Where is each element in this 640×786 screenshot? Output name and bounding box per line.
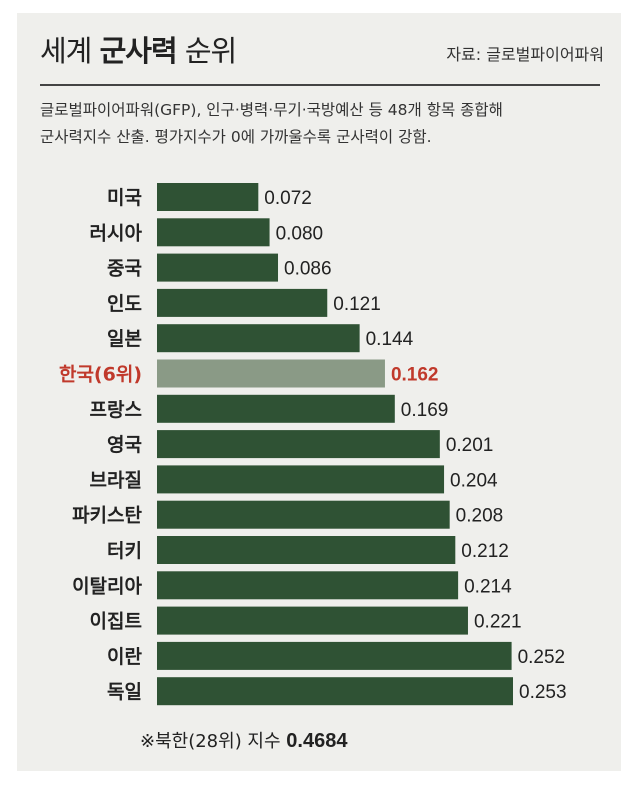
category-label: 프랑스 xyxy=(90,399,142,421)
category-label: 파키스탄 xyxy=(72,505,142,527)
bar xyxy=(157,183,259,211)
description-line-2: 군사력지수 산출. 평가지수가 0에 가까울수록 군사력이 강함. xyxy=(40,128,432,146)
category-label: 중국 xyxy=(107,258,142,280)
category-label: 이란 xyxy=(107,646,142,668)
title-prefix: 세계 xyxy=(40,34,100,68)
bar xyxy=(157,430,440,459)
title-bold: 군사력 xyxy=(99,34,178,68)
category-label: 독일 xyxy=(107,681,142,703)
description-line-1: 글로벌파이어파워(GFP), 인구·병력·무기·국방예산 등 48개 항목 종합… xyxy=(40,101,503,119)
value-label: 0.162 xyxy=(391,365,439,386)
title-divider xyxy=(40,84,600,86)
value-label: 0.080 xyxy=(276,223,324,244)
bar xyxy=(157,606,468,635)
category-label: 일본 xyxy=(107,328,142,350)
category-label: 인도 xyxy=(107,293,142,315)
description: 글로벌파이어파워(GFP), 인구·병력·무기·국방예산 등 48개 항목 종합… xyxy=(40,97,503,151)
value-label: 0.221 xyxy=(474,612,522,633)
bar xyxy=(157,571,459,600)
value-label: 0.204 xyxy=(450,470,498,491)
category-label: 러시아 xyxy=(90,222,143,244)
bar xyxy=(157,677,513,706)
bar xyxy=(157,218,270,247)
bar xyxy=(157,253,279,282)
bar xyxy=(157,359,385,388)
value-label: 0.144 xyxy=(366,329,414,350)
category-label: 영국 xyxy=(107,434,142,456)
value-label: 0.072 xyxy=(264,188,312,209)
value-label: 0.086 xyxy=(284,259,332,280)
value-label: 0.201 xyxy=(446,435,494,456)
bar xyxy=(157,394,395,423)
category-label: 브라질 xyxy=(90,469,142,491)
footnote-value: 0.4684 xyxy=(286,730,348,752)
category-label: 미국 xyxy=(107,187,142,209)
value-label: 0.208 xyxy=(456,506,504,527)
category-label: 터키 xyxy=(107,540,142,562)
value-label: 0.252 xyxy=(518,647,566,668)
source-label: 자료: 글로벌파이어파워 xyxy=(446,45,604,64)
value-label: 0.212 xyxy=(461,541,509,562)
value-label: 0.214 xyxy=(464,576,512,597)
footnote: ※북한(28위) 지수 0.4684 xyxy=(140,727,347,753)
title-suffix: 순위 xyxy=(176,34,237,68)
value-label: 0.169 xyxy=(401,400,449,421)
category-label: 이탈리아 xyxy=(72,575,142,597)
bar xyxy=(157,324,360,353)
category-label: 이집트 xyxy=(90,611,142,633)
value-label: 0.121 xyxy=(333,294,381,315)
bar xyxy=(157,536,456,564)
bar xyxy=(157,641,512,670)
bar xyxy=(157,500,450,529)
bar xyxy=(157,465,445,494)
chart-title: 세계 군사력 순위 xyxy=(40,28,237,70)
value-label: 0.253 xyxy=(519,682,567,703)
bar xyxy=(157,288,328,317)
category-label: 한국(6위) xyxy=(59,364,142,386)
footnote-prefix: ※북한(28위) 지수 xyxy=(140,731,287,752)
